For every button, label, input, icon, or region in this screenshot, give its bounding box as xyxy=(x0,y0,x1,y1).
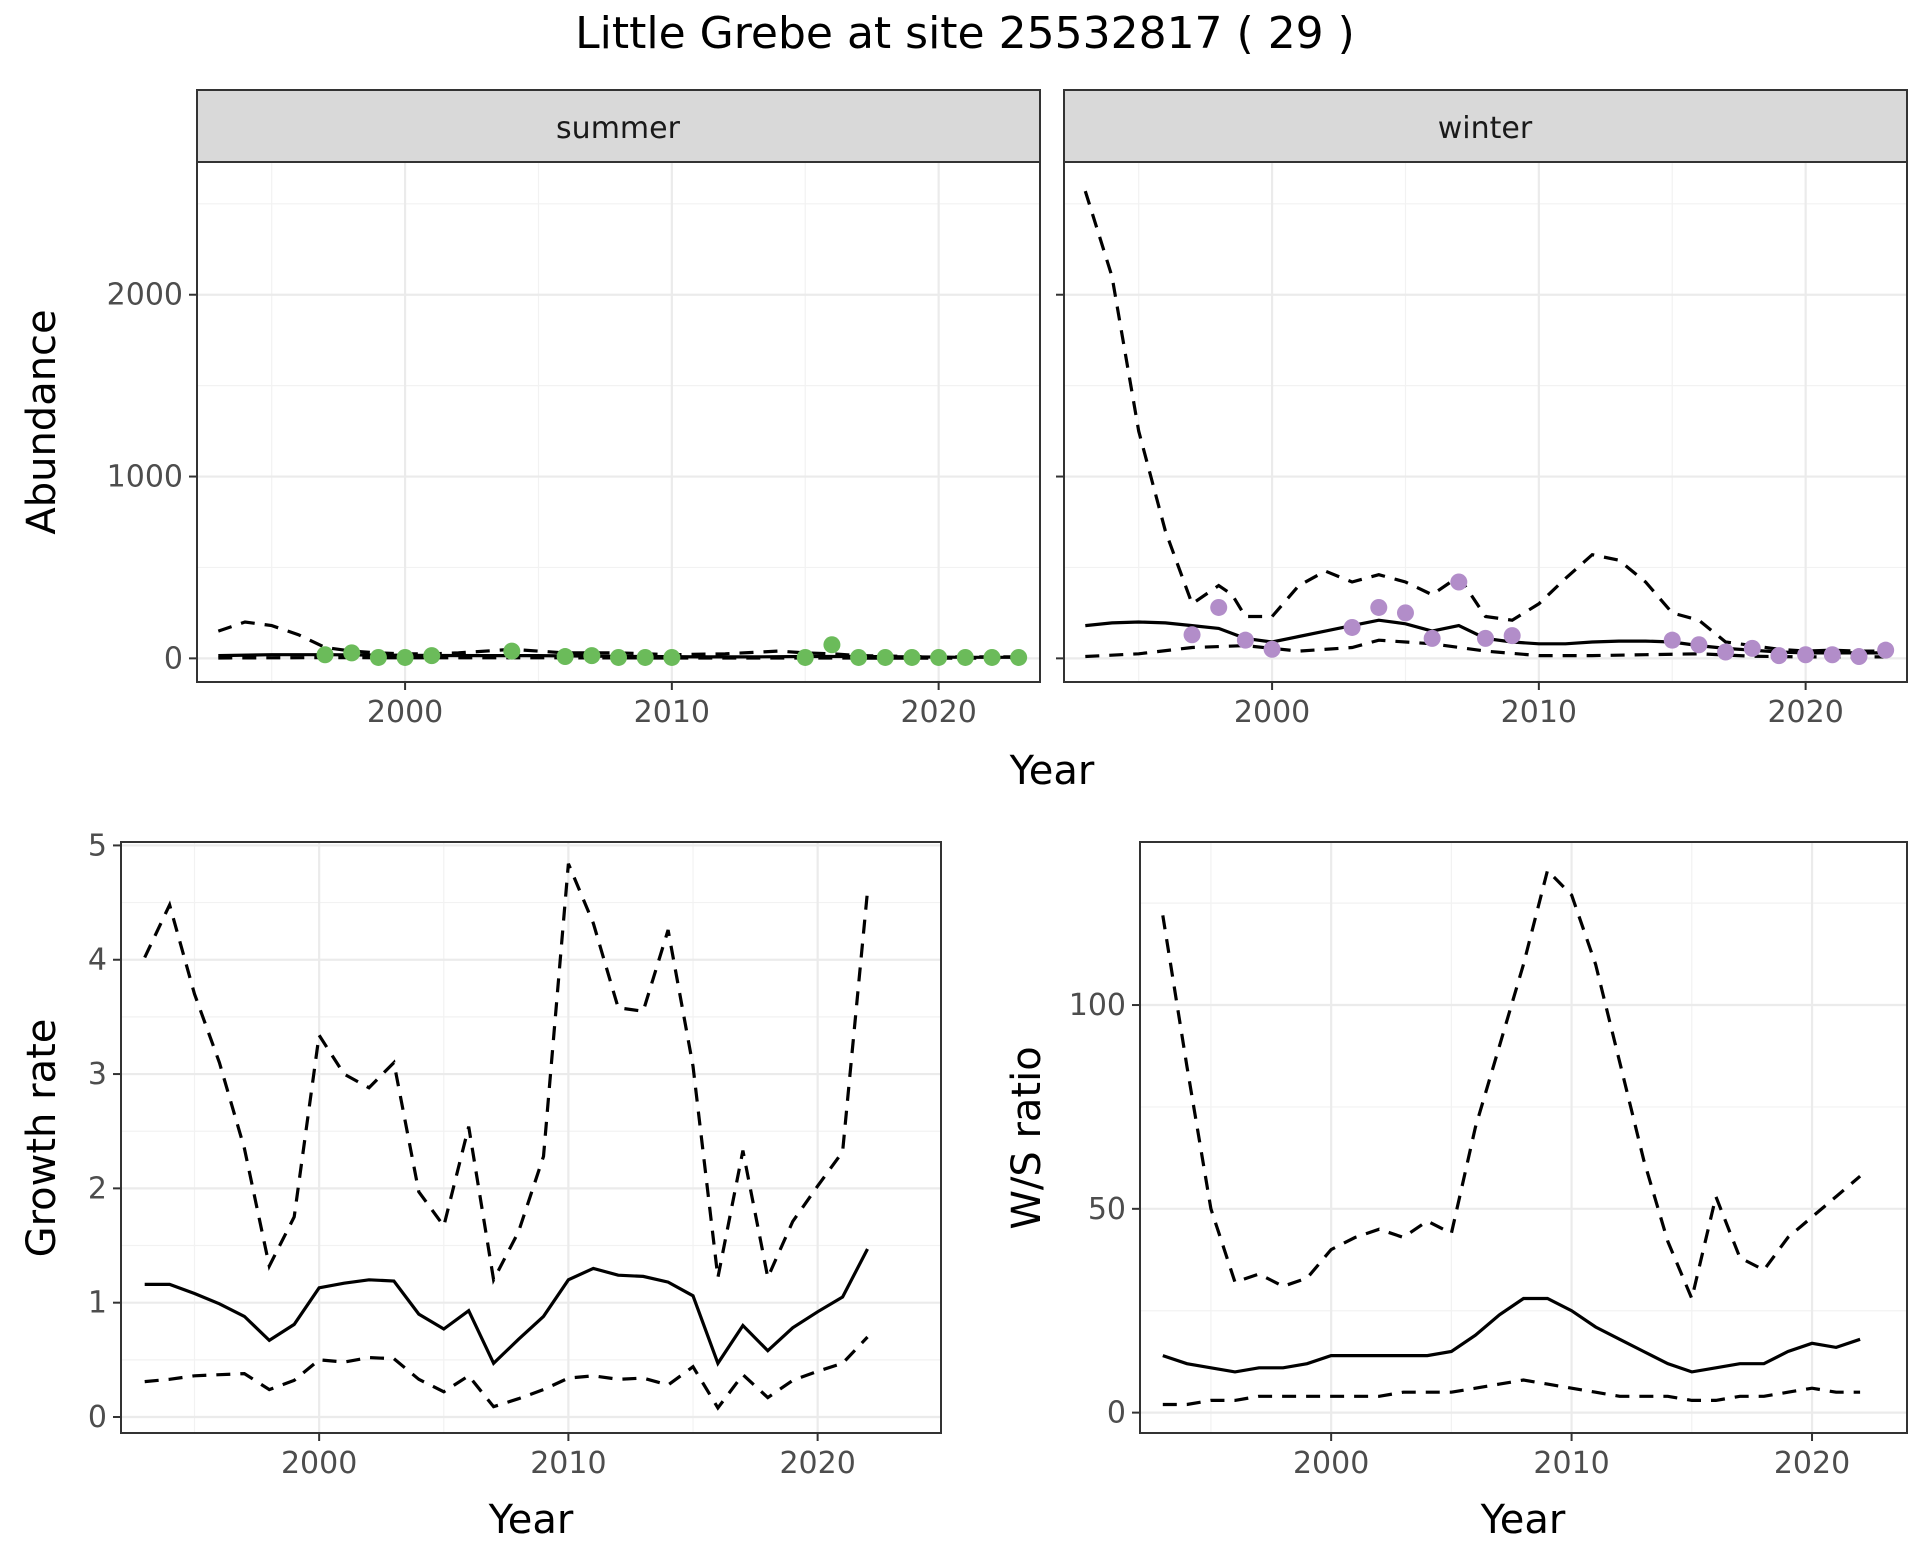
ws-ratio-y-tick-label: 50 xyxy=(1088,1192,1126,1227)
summer-data-point xyxy=(663,648,681,666)
winter-data-point xyxy=(1663,631,1681,649)
summer-data-point xyxy=(369,648,387,666)
ws-ratio-x-tick-label: 2010 xyxy=(1533,1446,1609,1481)
summer-panel-border xyxy=(196,161,1041,683)
winter-data-point xyxy=(1236,631,1254,649)
growth-rate-y-tick-label: 4 xyxy=(88,943,107,978)
winter-data-point xyxy=(1877,641,1895,659)
winter-panel-border xyxy=(1063,161,1908,683)
summer-data-point xyxy=(636,648,654,666)
winter-x-tick-label: 2010 xyxy=(1501,695,1577,730)
winter-data-point xyxy=(1343,618,1361,636)
summer-data-point xyxy=(316,646,334,664)
summer-strip xyxy=(196,89,1041,163)
growth-rate-y-tick-label: 3 xyxy=(88,1057,107,1092)
summer-data-point xyxy=(956,648,974,666)
growth-rate-x-tick-label: 2000 xyxy=(281,1446,357,1481)
summer-data-point xyxy=(343,644,361,662)
winter-data-point xyxy=(1450,573,1468,591)
winter-data-point xyxy=(1823,646,1841,664)
growth-rate-x-tick-label: 2010 xyxy=(530,1446,606,1481)
ws-ratio-median-line xyxy=(1162,1296,1861,1374)
figure-title: Little Grebe at site 25532817 ( 29 ) xyxy=(575,8,1355,59)
growth-rate-lower-bound-line xyxy=(144,1335,869,1411)
winter-data-point xyxy=(1396,604,1414,622)
summer-data-point xyxy=(503,642,521,660)
ws-ratio-panel: 2000 2010 2020 0 50 100 Year W/S ratio xyxy=(1004,841,1908,1543)
winter-abundance-panel: winter 2000 2010 2020 xyxy=(1056,89,1908,730)
summer-y-tick-label: 1000 xyxy=(107,460,183,495)
winter-data-point xyxy=(1690,636,1708,654)
summer-data-point xyxy=(610,648,627,666)
winter-x-tick-label: 2020 xyxy=(1767,695,1843,730)
ws-ratio-y-axis-title: W/S ratio xyxy=(1004,1046,1050,1229)
winter-data-point xyxy=(1850,648,1868,666)
summer-upper-bound-line xyxy=(217,620,1019,659)
winter-data-point xyxy=(1743,639,1761,657)
growth-rate-upper-bound-line xyxy=(143,863,870,1285)
summer-data-point xyxy=(850,648,868,666)
winter-data-point xyxy=(1503,627,1521,645)
summer-data-point xyxy=(876,648,894,666)
ws-ratio-y-tick-label: 0 xyxy=(1107,1396,1126,1431)
ws-ratio-upper-bound-line xyxy=(1161,867,1862,1304)
ws-ratio-x-axis-title: Year xyxy=(1480,1497,1566,1543)
top-y-axis-title: Abundance xyxy=(19,309,65,534)
winter-data-point xyxy=(1183,626,1201,644)
ws-ratio-x-tick-label: 2000 xyxy=(1293,1446,1369,1481)
winter-data-point xyxy=(1423,629,1441,647)
winter-data-point xyxy=(1370,598,1388,616)
summer-data-point xyxy=(983,648,1001,666)
winter-lower-bound-line xyxy=(1085,638,1886,659)
ws-ratio-y-tick-label: 100 xyxy=(1069,988,1126,1023)
winter-data-point xyxy=(1797,646,1815,664)
winter-data-point xyxy=(1770,647,1788,665)
summer-data-point xyxy=(823,636,841,654)
winter-data-point xyxy=(1210,598,1228,616)
summer-y-tick-label: 2000 xyxy=(107,278,183,313)
ws-ratio-panel-border xyxy=(1139,841,1908,1434)
summer-strip-label: summer xyxy=(556,111,681,146)
summer-data-point xyxy=(796,648,814,666)
summer-x-tick-label: 2020 xyxy=(900,695,976,730)
summer-data-point xyxy=(903,648,921,666)
growth-rate-y-tick-label: 1 xyxy=(88,1286,107,1321)
winter-data-point xyxy=(1477,629,1494,647)
summer-y-tick-label: 0 xyxy=(164,641,183,676)
growth-rate-median-line xyxy=(144,1248,869,1367)
growth-rate-panel-border xyxy=(120,841,942,1434)
winter-strip-label: winter xyxy=(1438,111,1533,146)
growth-rate-x-axis-title: Year xyxy=(488,1497,574,1543)
winter-data-point xyxy=(1717,643,1735,661)
summer-abundance-panel: summer 2000 2010 2020 0 1000 2000 xyxy=(107,89,1041,730)
summer-data-point xyxy=(583,647,601,665)
summer-x-tick-label: 2010 xyxy=(634,695,710,730)
growth-rate-panel: 2000 2010 2020 0 1 2 3 4 5 Year Growth rate xyxy=(19,828,942,1543)
growth-rate-y-tick-label: 2 xyxy=(88,1171,107,1206)
summer-data-point xyxy=(1010,648,1028,666)
growth-rate-y-tick-label: 0 xyxy=(88,1400,107,1435)
summer-x-tick-label: 2000 xyxy=(367,695,443,730)
summer-data-point xyxy=(930,648,948,666)
ws-ratio-x-tick-label: 2020 xyxy=(1774,1446,1850,1481)
summer-data-point xyxy=(423,647,441,665)
summer-data-point xyxy=(396,648,414,666)
winter-x-tick-label: 2000 xyxy=(1234,695,1310,730)
summer-data-point xyxy=(556,648,574,666)
winter-data-point xyxy=(1263,640,1281,658)
growth-rate-y-tick-label: 5 xyxy=(88,828,107,863)
growth-rate-x-tick-label: 2020 xyxy=(779,1446,855,1481)
ws-ratio-lower-bound-line xyxy=(1162,1378,1861,1407)
growth-rate-y-axis-title: Growth rate xyxy=(19,1019,65,1258)
top-x-axis-title: Year xyxy=(1009,748,1095,794)
winter-upper-bound-line xyxy=(1083,190,1886,653)
